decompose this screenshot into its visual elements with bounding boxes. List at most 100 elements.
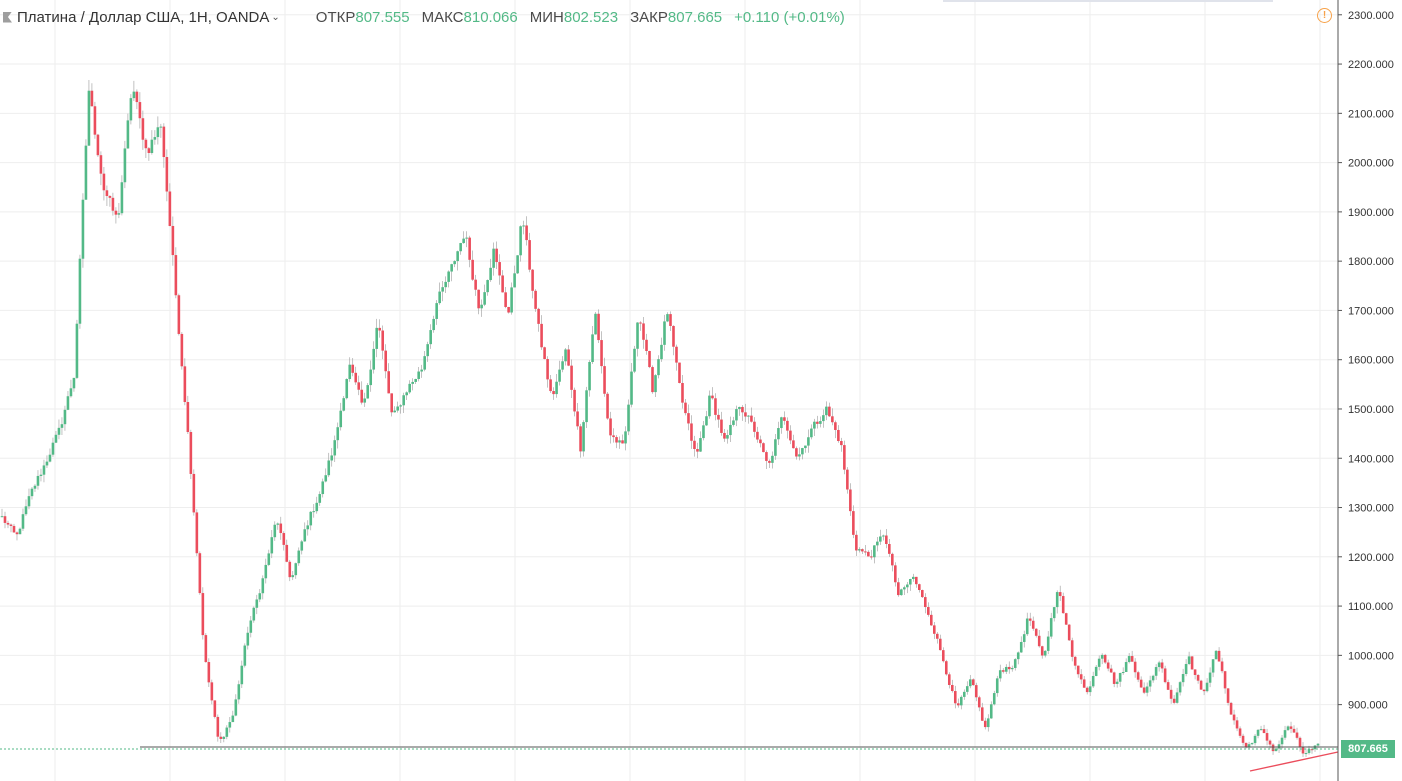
candle-down bbox=[573, 389, 576, 412]
candle-down bbox=[1169, 689, 1173, 699]
candle-up bbox=[959, 696, 963, 706]
candle-down bbox=[1229, 702, 1233, 715]
candle-down bbox=[1163, 668, 1167, 683]
candle-up bbox=[78, 258, 82, 324]
candle-down bbox=[1196, 674, 1200, 681]
candle-down bbox=[1295, 732, 1299, 738]
candle-up bbox=[240, 665, 244, 685]
candle-down bbox=[714, 398, 717, 415]
candle-up bbox=[459, 243, 462, 252]
candle-up bbox=[444, 281, 447, 288]
candle-up bbox=[330, 455, 334, 461]
candle-down bbox=[99, 155, 103, 174]
candle-up bbox=[1043, 650, 1047, 656]
candle-down bbox=[918, 584, 921, 591]
candle-down bbox=[102, 173, 106, 191]
candle-down bbox=[921, 590, 924, 598]
candle-down bbox=[723, 432, 726, 439]
candle-down bbox=[648, 350, 651, 368]
candle-down bbox=[141, 118, 145, 140]
candle-up bbox=[1205, 682, 1209, 692]
candle-down bbox=[378, 327, 382, 331]
candle-down bbox=[543, 347, 546, 360]
candle-down bbox=[1142, 687, 1146, 693]
candle-down bbox=[1109, 668, 1113, 673]
candle-up bbox=[989, 704, 993, 719]
candle-down bbox=[579, 426, 582, 452]
candle-down bbox=[867, 551, 870, 557]
candle-up bbox=[75, 323, 79, 378]
candle-down bbox=[468, 237, 471, 260]
candle-up bbox=[228, 722, 232, 728]
candle-down bbox=[1223, 671, 1227, 689]
candle-up bbox=[660, 344, 663, 360]
candle-down bbox=[168, 191, 172, 226]
candle-down bbox=[216, 716, 220, 737]
candle-down bbox=[1070, 640, 1074, 657]
candle-down bbox=[498, 262, 501, 276]
candle-up bbox=[33, 485, 37, 489]
candle-down bbox=[1301, 746, 1305, 754]
candle-down bbox=[384, 350, 388, 372]
candle-down bbox=[525, 225, 528, 241]
candle-down bbox=[717, 414, 720, 420]
candle-up bbox=[72, 377, 76, 389]
candle-down bbox=[639, 322, 642, 324]
high-label: МАКС bbox=[421, 8, 464, 26]
candle-up bbox=[243, 645, 247, 666]
candle-up bbox=[588, 362, 591, 391]
candle-up bbox=[1286, 726, 1290, 731]
candle-down bbox=[207, 662, 211, 683]
candle-up bbox=[63, 409, 67, 425]
candle-down bbox=[1028, 618, 1032, 621]
y-tick-label: 1200.000 bbox=[1348, 552, 1394, 564]
candle-down bbox=[741, 406, 744, 413]
candle-down bbox=[861, 549, 864, 552]
candle-down bbox=[603, 366, 606, 394]
price-axis[interactable]: 2300.000 2200.000 2100.000 2000.000 1900.000… bbox=[1338, 10, 1394, 712]
candle-down bbox=[1064, 613, 1068, 625]
candle-up bbox=[450, 264, 453, 272]
candle-down bbox=[1136, 672, 1140, 680]
symbol-title[interactable]: Платина / Доллар США, 1H, OANDA bbox=[17, 8, 270, 26]
last-price-label: 807.665 bbox=[1341, 740, 1395, 758]
candle-down bbox=[108, 195, 112, 198]
trend-line[interactable] bbox=[1249, 751, 1339, 772]
candle-up bbox=[1148, 680, 1152, 687]
close-label: ЗАКР bbox=[630, 8, 668, 26]
candle-down bbox=[1130, 656, 1134, 662]
candle-up bbox=[1259, 729, 1263, 731]
warning-icon[interactable]: ! bbox=[1317, 8, 1332, 23]
candle-down bbox=[762, 443, 765, 453]
candle-down bbox=[606, 393, 609, 419]
candle-up bbox=[1046, 636, 1050, 651]
chevron-down-icon[interactable]: ⌄ bbox=[271, 11, 280, 23]
candle-up bbox=[666, 314, 669, 322]
candle-down bbox=[1166, 682, 1170, 690]
candle-up bbox=[447, 271, 450, 282]
candle-down bbox=[570, 365, 573, 390]
candle-down bbox=[171, 225, 175, 256]
candle-up bbox=[27, 496, 31, 507]
y-tick-label: 900.000 bbox=[1348, 700, 1388, 712]
candle-down bbox=[1244, 742, 1248, 748]
candle-down bbox=[1172, 698, 1176, 703]
candle-down bbox=[186, 402, 190, 433]
candle-up bbox=[879, 536, 882, 542]
candle-up bbox=[1211, 659, 1215, 673]
candle-down bbox=[1220, 661, 1224, 672]
candle-up bbox=[1091, 675, 1095, 687]
candle-down bbox=[792, 440, 795, 449]
candle-up bbox=[324, 475, 328, 482]
candle-down bbox=[528, 240, 531, 270]
y-tick-label: 2000.000 bbox=[1348, 158, 1394, 170]
candle-down bbox=[750, 415, 753, 422]
chart-legend: Платина / Доллар США, 1H, OANDA ⌄ ОТКР 8… bbox=[0, 6, 845, 28]
candle-up bbox=[624, 431, 627, 444]
candle-up bbox=[513, 273, 516, 288]
candle-up bbox=[426, 344, 429, 357]
candle-up bbox=[132, 91, 136, 99]
candle-down bbox=[888, 544, 891, 554]
candle-down bbox=[929, 614, 933, 626]
